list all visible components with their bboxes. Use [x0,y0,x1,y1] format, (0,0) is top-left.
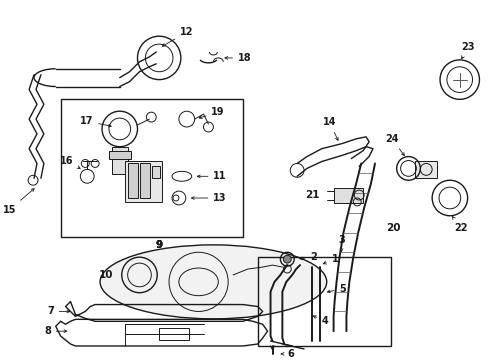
Text: 23: 23 [462,42,475,59]
Bar [128,163,138,198]
Text: 16: 16 [60,156,80,168]
Text: 17: 17 [80,116,111,127]
Bar [334,188,363,203]
Circle shape [283,255,291,263]
Text: 20: 20 [386,222,400,233]
Text: 15: 15 [3,189,34,215]
Bar [258,257,391,346]
Text: 18: 18 [225,53,252,63]
Text: 3: 3 [338,235,345,252]
Text: 21: 21 [305,190,320,200]
Text: 5: 5 [327,284,346,294]
Text: 1: 1 [323,254,339,264]
Text: 4: 4 [313,316,328,326]
Text: 7: 7 [47,306,70,316]
Text: 11: 11 [197,171,227,181]
Text: 9: 9 [156,240,163,250]
Bar [61,99,243,238]
Text: 22: 22 [452,216,467,233]
Bar [152,166,160,178]
Bar [141,163,150,198]
Text: 13: 13 [192,193,227,203]
Bar [159,328,189,340]
Ellipse shape [100,245,327,319]
Text: 8: 8 [44,326,67,336]
Text: 24: 24 [385,134,404,156]
Bar [109,150,131,158]
Text: 2: 2 [300,252,317,262]
Text: 14: 14 [323,117,338,140]
Bar [416,161,437,178]
Text: 6: 6 [281,349,294,359]
Text: 10: 10 [98,270,113,280]
Bar [112,147,128,174]
Text: 9: 9 [156,240,163,250]
Text: 9: 9 [156,240,163,250]
Bar [124,161,162,202]
Text: 12: 12 [162,27,194,46]
Text: 19: 19 [199,107,225,118]
